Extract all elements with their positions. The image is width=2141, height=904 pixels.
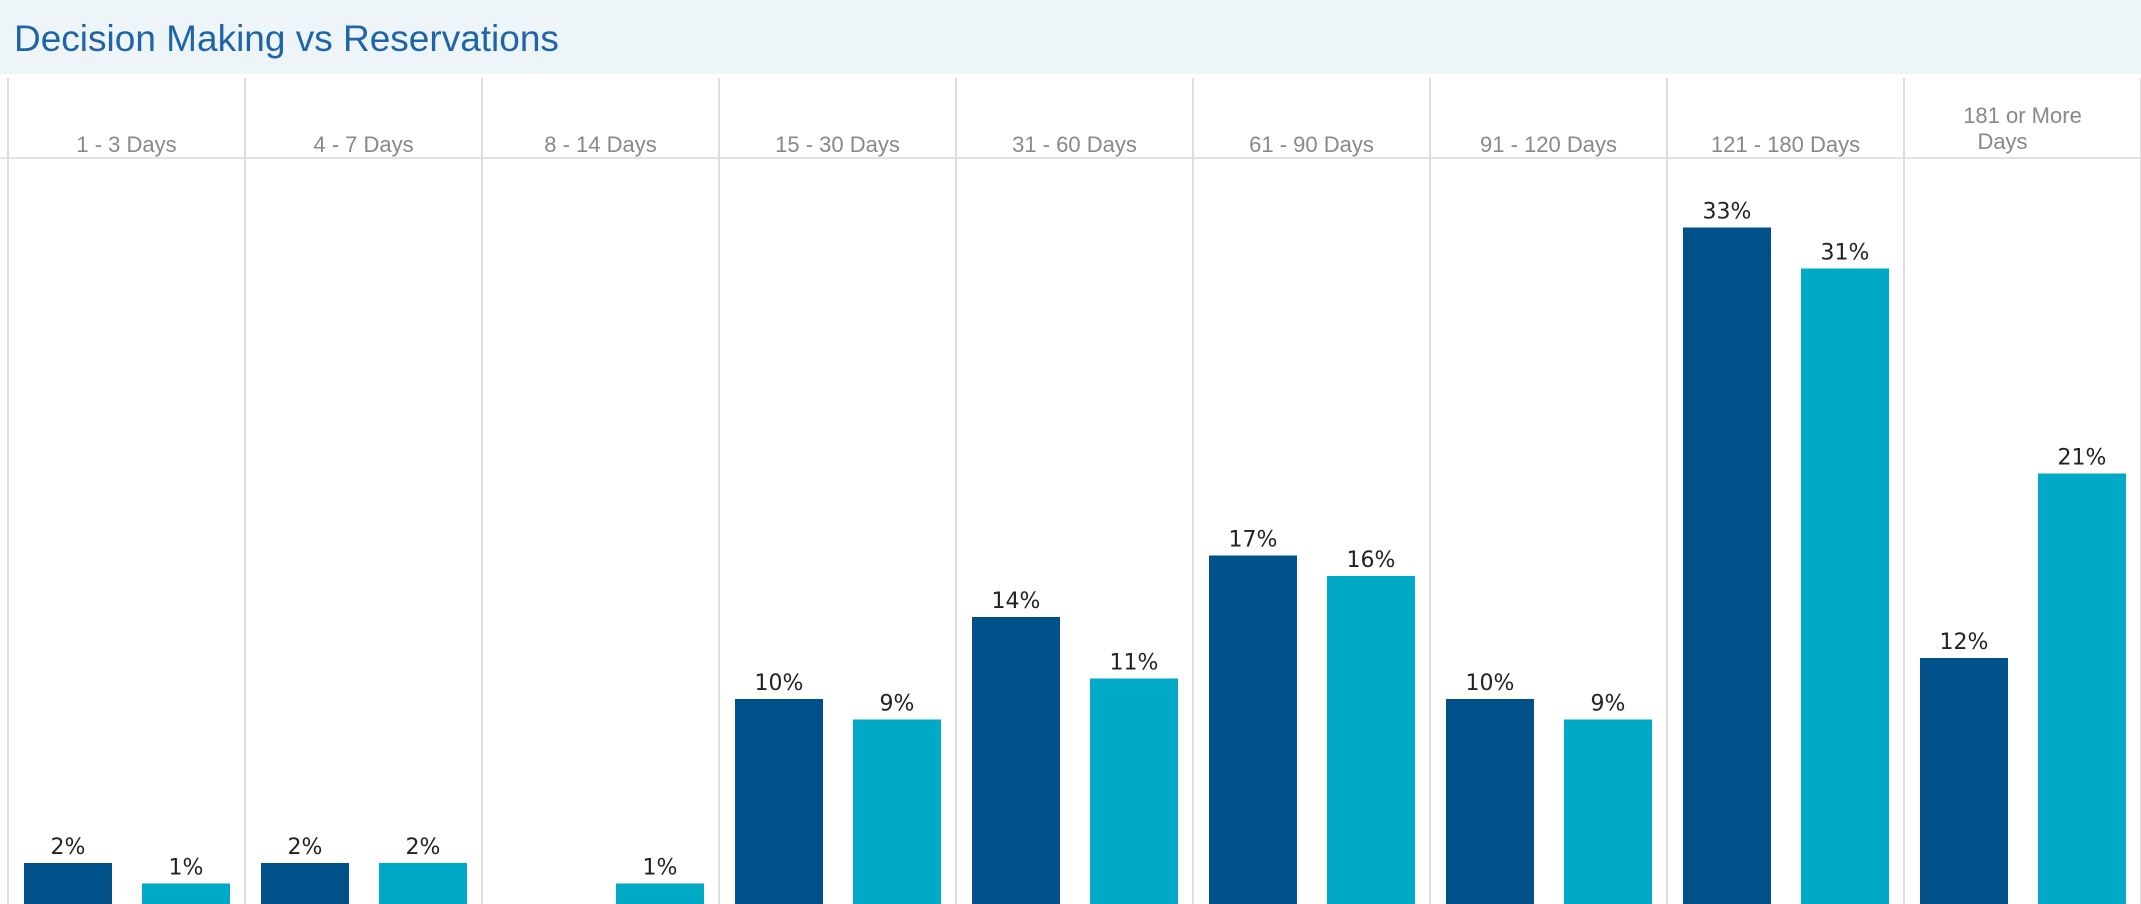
category-label: 121 - 180 Days — [1711, 132, 1860, 157]
data-label: 1% — [643, 856, 678, 881]
bar — [972, 617, 1060, 904]
category-label: 8 - 14 Days — [544, 132, 657, 157]
bar — [853, 719, 941, 904]
data-label: 12% — [1940, 630, 1989, 655]
bar — [142, 883, 230, 904]
bar — [379, 863, 467, 904]
bar — [1327, 576, 1415, 904]
data-label: 10% — [1466, 671, 1515, 696]
data-label: 9% — [880, 692, 915, 717]
chart-title: Decision Making vs Reservations — [14, 18, 559, 59]
category-label: 91 - 120 Days — [1480, 132, 1617, 157]
category-label: Days — [1977, 129, 2027, 154]
data-label: 16% — [1347, 548, 1396, 573]
data-label: 33% — [1703, 200, 1752, 225]
data-label: 10% — [755, 671, 804, 696]
bar — [1801, 268, 1889, 904]
category-label: 15 - 30 Days — [775, 132, 900, 157]
data-label: 14% — [992, 589, 1041, 614]
data-label: 2% — [288, 835, 323, 860]
bar — [616, 883, 704, 904]
bar — [735, 699, 823, 904]
bar — [1683, 227, 1771, 904]
data-label: 11% — [1110, 651, 1159, 676]
data-label: 17% — [1229, 528, 1278, 553]
data-label: 2% — [51, 835, 86, 860]
category-label: 61 - 90 Days — [1249, 132, 1374, 157]
data-label: 9% — [1591, 692, 1626, 717]
category-label: 4 - 7 Days — [313, 132, 413, 157]
bar — [2038, 473, 2126, 904]
bar — [1090, 678, 1178, 904]
bar — [1920, 658, 2008, 904]
data-label: 21% — [2058, 446, 2107, 471]
bar — [1209, 555, 1297, 904]
category-label: 31 - 60 Days — [1012, 132, 1137, 157]
bar — [24, 863, 112, 904]
title-bar: Decision Making vs Reservations — [0, 0, 2141, 74]
bar — [1446, 699, 1534, 904]
data-label: 2% — [406, 835, 441, 860]
category-label: 1 - 3 Days — [76, 132, 176, 157]
bar — [261, 863, 349, 904]
data-label: 1% — [169, 856, 204, 881]
bar — [1564, 719, 1652, 904]
category-label: 181 or More — [1963, 103, 2082, 128]
data-label: 31% — [1821, 241, 1870, 266]
